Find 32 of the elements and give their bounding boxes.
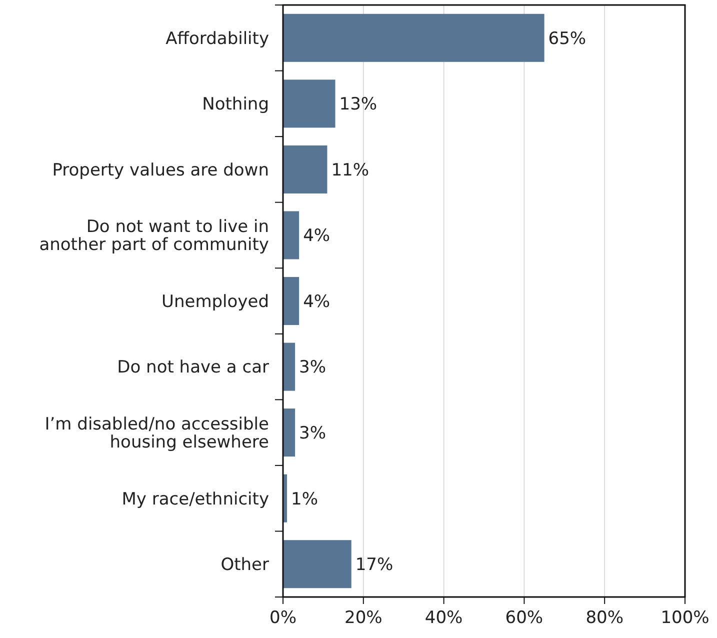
y-tick-label: My race/ethnicity	[122, 489, 269, 510]
bar	[283, 276, 300, 326]
y-tick-label: Do not have a car	[117, 358, 269, 378]
y-tick-label: Unemployed	[162, 292, 269, 312]
x-tick-label: 80%	[586, 608, 624, 628]
data-label: 11%	[331, 160, 370, 180]
y-tick-label: Do not want to live in another part of community	[39, 217, 269, 256]
data-label: 4%	[303, 226, 330, 246]
bar	[283, 80, 336, 128]
bar	[283, 342, 296, 391]
data-label: 65%	[548, 28, 586, 49]
x-tick-label: 100%	[660, 608, 710, 628]
data-label: 3%	[299, 424, 326, 444]
x-tick-label: 0%	[270, 608, 296, 628]
bar	[283, 408, 296, 457]
y-tick-label: Nothing	[202, 94, 269, 115]
bar	[283, 145, 328, 194]
data-label: 1%	[291, 489, 318, 510]
data-label: 4%	[303, 292, 330, 312]
x-tick-label: 40%	[424, 608, 463, 628]
data-label: 13%	[339, 94, 378, 115]
x-tick-label: 20%	[344, 608, 382, 628]
bar	[283, 540, 352, 588]
y-tick-label: Property values are down	[52, 160, 269, 180]
y-tick-label: Other	[220, 555, 269, 576]
y-tick-label: Affordability	[166, 28, 269, 49]
bar	[283, 211, 300, 260]
data-label: 3%	[299, 358, 326, 378]
bar	[283, 14, 544, 62]
data-label: 17%	[355, 555, 394, 576]
y-tick-label: I’m disabled/no accessible housing elsewhere	[44, 414, 269, 453]
x-tick-label: 60%	[505, 608, 544, 628]
